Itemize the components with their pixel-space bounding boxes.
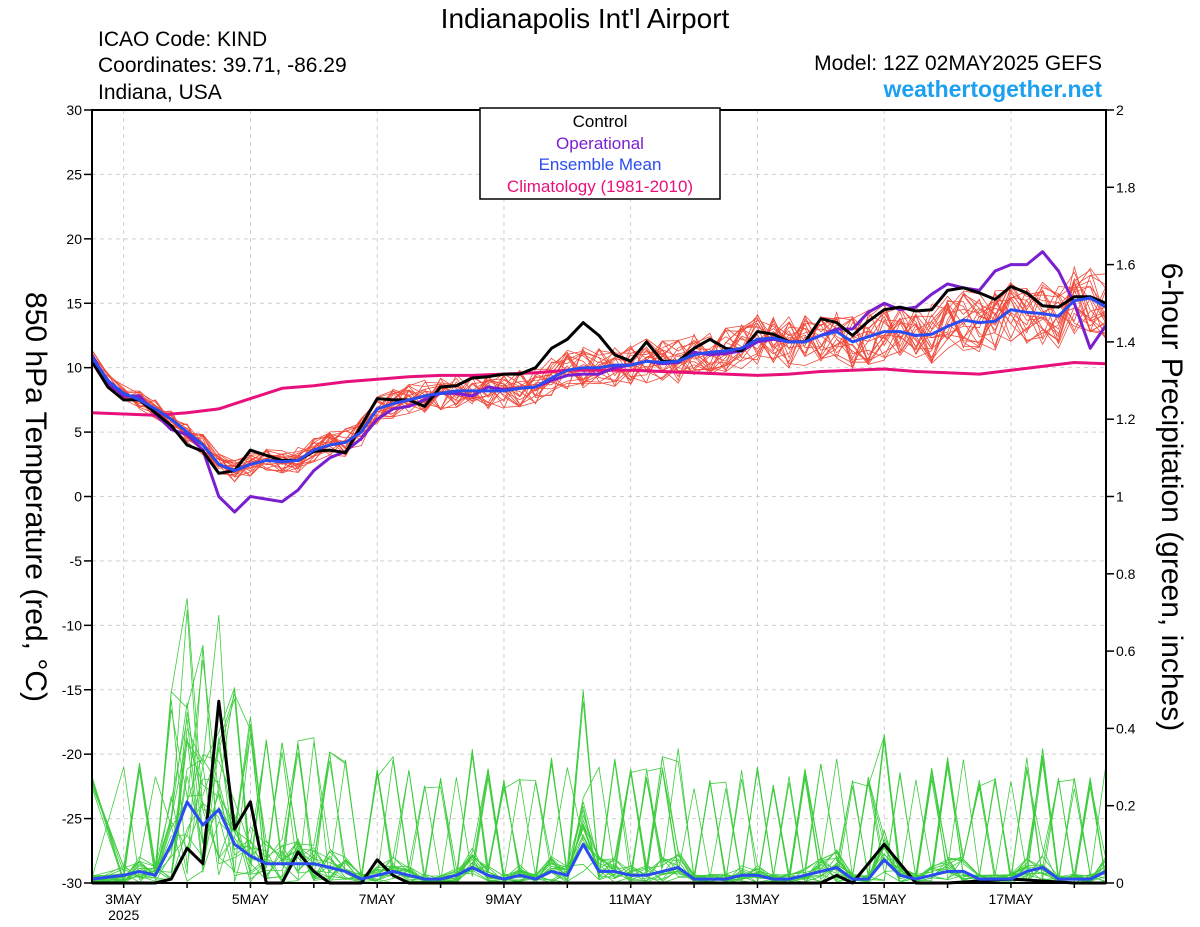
y2-axis-label: 6-hour Precipitation (green, inches) — [1155, 263, 1188, 732]
y2-tick-label: 0.6 — [1116, 643, 1136, 659]
legend: Control Operational Ensemble Mean Climat… — [479, 107, 721, 200]
y-tick-label: -20 — [62, 746, 82, 762]
temp-operational-line — [90, 250, 1108, 514]
temp-member-line — [91, 280, 1107, 474]
grid — [92, 110, 1106, 883]
brand-link[interactable]: weathertogether.net — [882, 76, 1102, 102]
axis-ticks: 302520151050-5-10-15-20-25-3021.81.61.41… — [62, 102, 1136, 923]
y-tick-label: -15 — [62, 682, 82, 698]
y-tick-label: 25 — [66, 166, 82, 182]
y2-tick-label: 0 — [1116, 875, 1124, 891]
x-tick-label: 15MAY — [862, 891, 908, 907]
x-tick-label: 3MAY — [105, 891, 143, 907]
y2-tick-label: 0.8 — [1116, 566, 1136, 582]
model-label: Model: 12Z 02MAY2025 GEFS — [814, 52, 1102, 75]
y-tick-label: 0 — [74, 489, 82, 505]
chart-title: Indianapolis Int'l Airport — [441, 3, 730, 34]
y2-tick-label: 1 — [1116, 489, 1124, 505]
y2-tick-label: 0.2 — [1116, 798, 1136, 814]
temp-member-line — [91, 271, 1107, 468]
y2-tick-label: 1.8 — [1116, 179, 1136, 195]
y-tick-label: -5 — [70, 553, 83, 569]
precip-member-line — [91, 754, 1107, 884]
region: Indiana, USA — [98, 81, 222, 104]
y-tick-label: 20 — [66, 231, 82, 247]
temp-control-line — [90, 285, 1107, 475]
y-tick-label: 30 — [66, 102, 82, 118]
legend-operational: Operational — [556, 134, 644, 153]
x-tick-label: 9MAY — [485, 891, 523, 907]
x-tick-label: 11MAY — [609, 891, 653, 907]
y-tick-label: 5 — [74, 424, 82, 440]
precip-member-line — [91, 691, 1107, 884]
precip-ensemble-mean-line — [91, 800, 1107, 881]
precip-control-line — [92, 699, 1106, 885]
legend-climatology: Climatology (1981-2010) — [507, 177, 693, 196]
x-tick-label: 13MAY — [735, 891, 781, 907]
y-axis-label: 850 hPa Temperature (red, °C) — [19, 292, 52, 702]
coordinates: Coordinates: 39.71, -86.29 — [98, 54, 347, 77]
legend-control: Control — [573, 112, 628, 131]
y2-tick-label: 0.4 — [1116, 720, 1136, 736]
x-year-label: 2025 — [108, 907, 139, 923]
y2-tick-label: 1.4 — [1116, 334, 1136, 350]
temp-climatology-1981-2010-line — [91, 361, 1107, 417]
x-tick-label: 7MAY — [359, 891, 397, 907]
y-tick-label: 15 — [66, 295, 82, 311]
precip-member-line — [91, 609, 1107, 884]
y-tick-label: -30 — [62, 875, 82, 891]
y2-tick-label: 1.6 — [1116, 257, 1136, 273]
temp-member-line — [91, 284, 1107, 477]
icao-code: ICAO Code: KIND — [98, 28, 267, 51]
y2-tick-label: 2 — [1116, 102, 1124, 118]
y-tick-label: 10 — [66, 360, 82, 376]
precip-member-line — [91, 598, 1107, 884]
y2-tick-label: 1.2 — [1116, 411, 1136, 427]
precip-member-line — [91, 659, 1107, 884]
y-tick-label: -25 — [62, 811, 82, 827]
legend-mean: Ensemble Mean — [539, 155, 662, 174]
temp-ensemble-mean-line — [90, 296, 1107, 473]
temp-member-line — [91, 286, 1107, 468]
y-tick-label: -10 — [62, 617, 82, 633]
temp-member-line — [91, 280, 1107, 472]
precip-member-line — [91, 614, 1107, 884]
x-tick-label: 17MAY — [989, 891, 1035, 907]
legend-box — [479, 107, 721, 200]
ensemble-members — [91, 265, 1107, 884]
series-lines — [90, 250, 1108, 885]
x-tick-label: 5MAY — [232, 891, 270, 907]
